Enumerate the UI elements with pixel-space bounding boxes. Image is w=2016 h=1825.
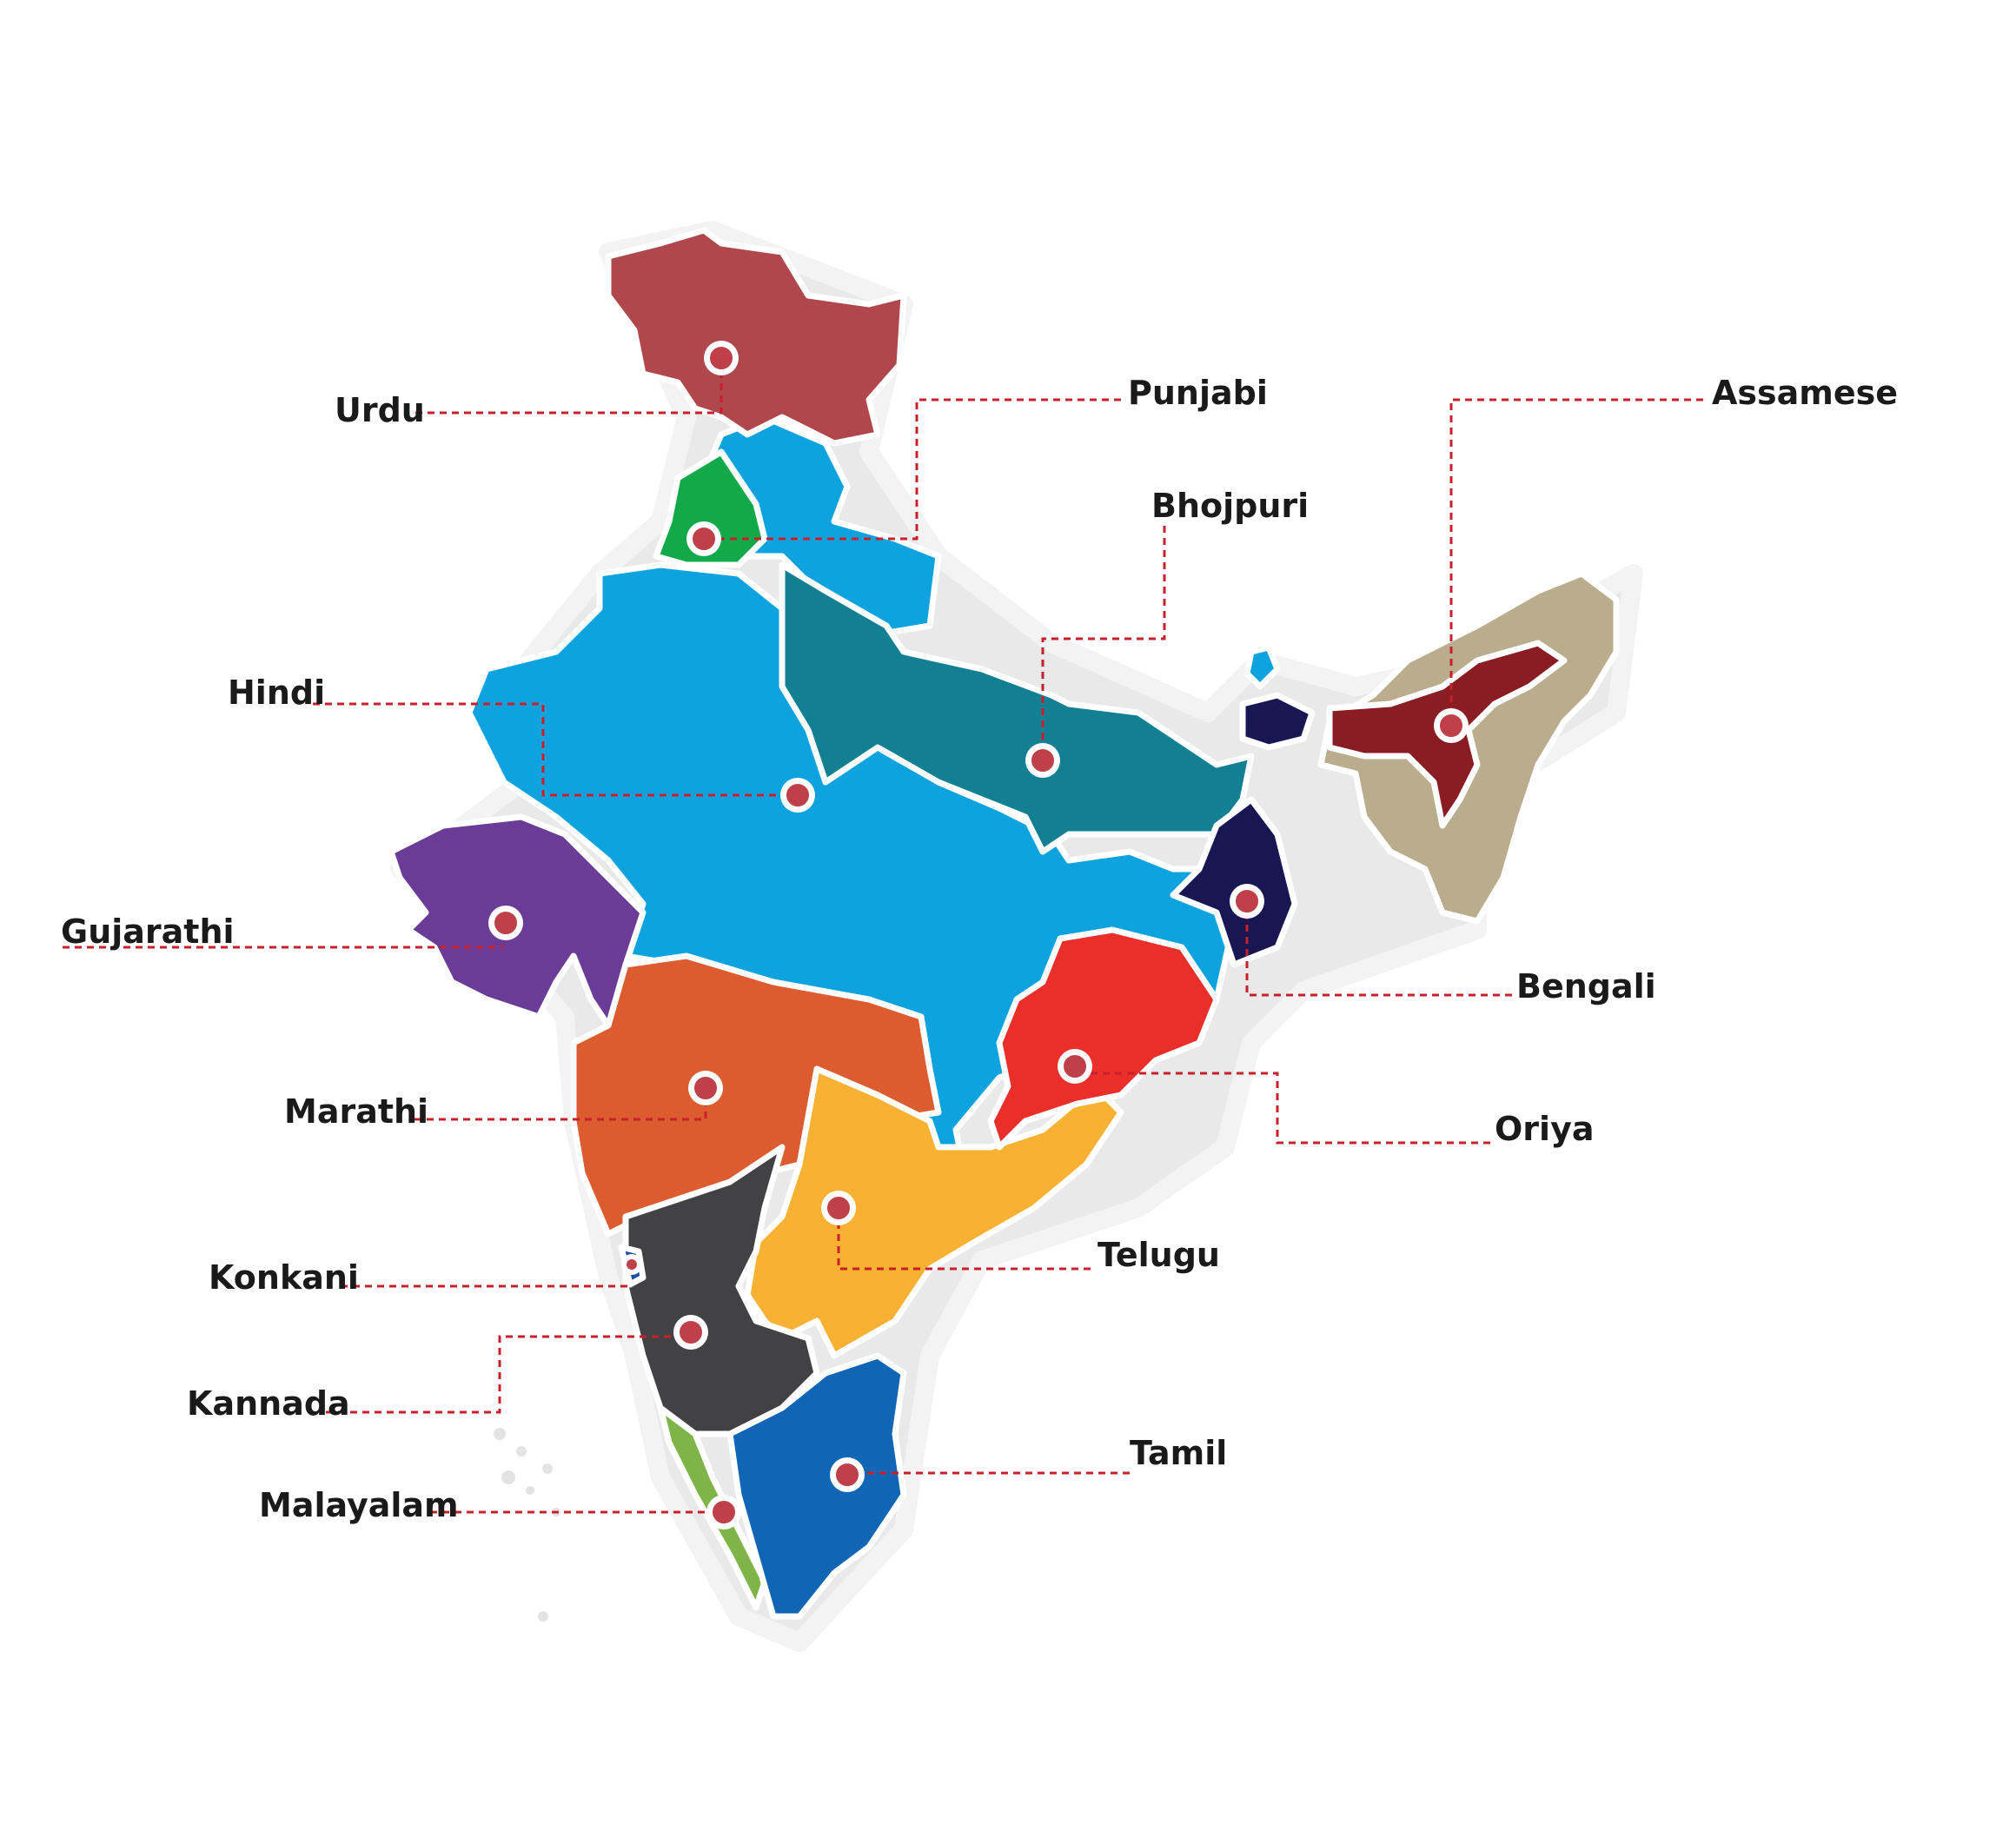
leader-bhojpuri: [1041, 526, 1166, 760]
leader-lines: [63, 358, 1703, 1514]
leader-oriya: [1075, 1072, 1490, 1145]
label-hindi: Hindi: [228, 674, 325, 712]
marker-urdu[interactable]: [704, 341, 739, 375]
region-jammu-kashmir[interactable]: [605, 227, 907, 447]
labels: Urdu Punjabi Assamese Bhojpuri Hindi Guj…: [61, 374, 1898, 1524]
label-tamil: Tamil: [1130, 1434, 1227, 1472]
label-bengali: Bengali: [1516, 967, 1656, 1005]
marker-telugu[interactable]: [821, 1191, 856, 1225]
label-oriya: Oriya: [1495, 1110, 1594, 1148]
marker-malayalam[interactable]: [706, 1495, 741, 1530]
region-karnataka[interactable]: [622, 1144, 820, 1437]
marker-konkani[interactable]: [621, 1254, 642, 1275]
leader-hindi: [313, 702, 791, 797]
marker-bengali[interactable]: [1230, 884, 1264, 919]
region-sikkim[interactable]: [1243, 644, 1281, 690]
marker-punjabi[interactable]: [686, 521, 721, 556]
label-gujarathi: Gujarathi: [61, 912, 235, 951]
marker-bhojpuri[interactable]: [1025, 743, 1060, 778]
leader-punjabi: [713, 398, 1121, 541]
region-odisha[interactable]: [987, 926, 1220, 1151]
label-telugu: Telugu: [1098, 1236, 1220, 1274]
region-punjab[interactable]: [653, 448, 768, 568]
marker-oriya[interactable]: [1058, 1049, 1092, 1084]
label-urdu: Urdu: [335, 391, 425, 429]
region-west-bengal[interactable]: [1170, 796, 1298, 968]
marker-assamese[interactable]: [1434, 708, 1469, 743]
label-kannada: Kannada: [187, 1384, 350, 1423]
region-tamil-nadu[interactable]: [726, 1352, 907, 1620]
region-andhra-telangana[interactable]: [744, 1065, 1124, 1359]
leader-bengali: [1245, 904, 1512, 997]
leader-assamese: [1449, 398, 1703, 721]
leader-urdu: [415, 358, 723, 415]
label-konkani: Konkani: [209, 1258, 359, 1297]
label-malayalam: Malayalam: [259, 1486, 459, 1524]
leader-kannada: [326, 1335, 686, 1414]
label-assamese: Assamese: [1712, 374, 1898, 412]
marker-kannada[interactable]: [673, 1315, 708, 1350]
region-sikkim-north-bengal[interactable]: [1239, 692, 1316, 751]
label-bhojpuri: Bhojpuri: [1151, 487, 1309, 525]
marker-hindi[interactable]: [780, 778, 815, 813]
markers: [488, 341, 1469, 1530]
marker-gujarathi[interactable]: [488, 906, 523, 940]
label-marathi: Marathi: [284, 1092, 428, 1131]
lakshadweep-islands: [494, 1428, 560, 1622]
label-punjabi: Punjabi: [1128, 374, 1268, 412]
marker-marathi[interactable]: [688, 1071, 723, 1105]
marker-tamil[interactable]: [830, 1457, 865, 1492]
